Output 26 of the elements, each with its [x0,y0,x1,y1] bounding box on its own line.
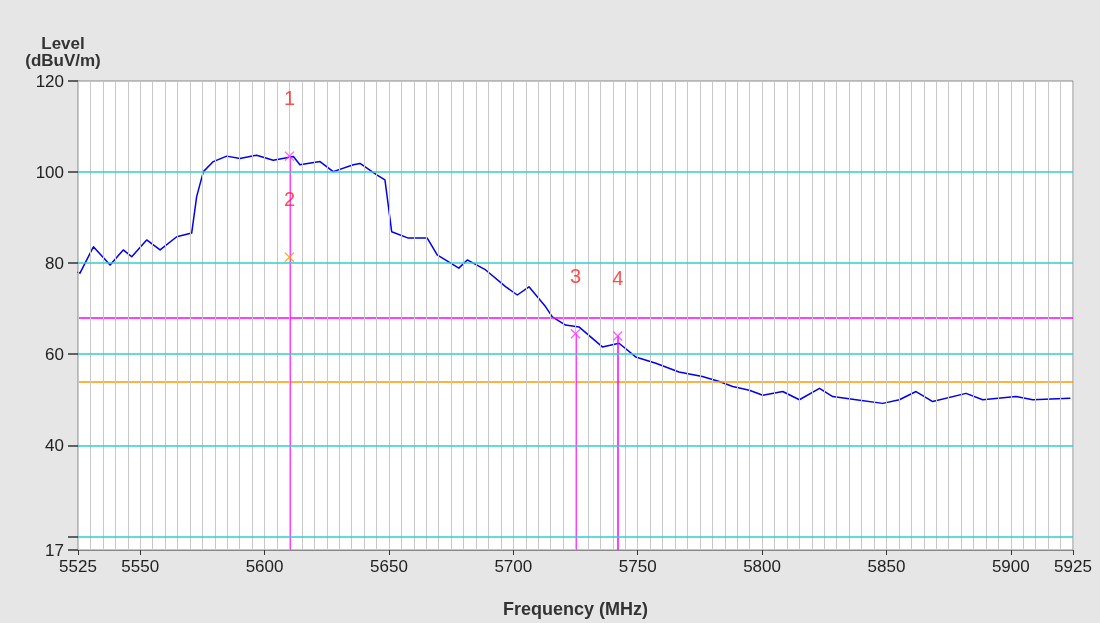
x-tick-label: 5650 [370,557,408,576]
line-series [77,154,1071,405]
point [612,330,623,342]
x-tick-label: 5925 [1054,557,1092,576]
x-tick-label: 5800 [743,557,781,576]
y-tick-label: 120 [35,71,64,91]
point [284,252,295,263]
x-tick-label: 5600 [245,557,284,576]
annotation: 3 [569,264,582,287]
y-tick-label: 40 [45,435,64,455]
x-tick-label: 5700 [494,557,533,576]
y-tick-label: 60 [45,344,64,364]
x-tick-label: 5900 [991,557,1030,576]
y-tick-label: 17 [45,540,64,560]
point [570,328,581,339]
x-axis-title: Frequency (MHz) [502,599,649,619]
x-tick-label: 5525 [59,557,97,576]
x-tick-label: 5550 [121,557,160,576]
y-tick-label: 80 [45,253,64,273]
y-tick-label: 100 [35,162,64,182]
annotation: 4 [612,266,624,289]
point [284,150,295,162]
x-tick-label: 5750 [618,557,657,576]
annotation: 1 [283,87,295,110]
x-tick-label: 5850 [867,557,906,576]
y-axis-title: Level (dBuV/m) [25,34,101,70]
